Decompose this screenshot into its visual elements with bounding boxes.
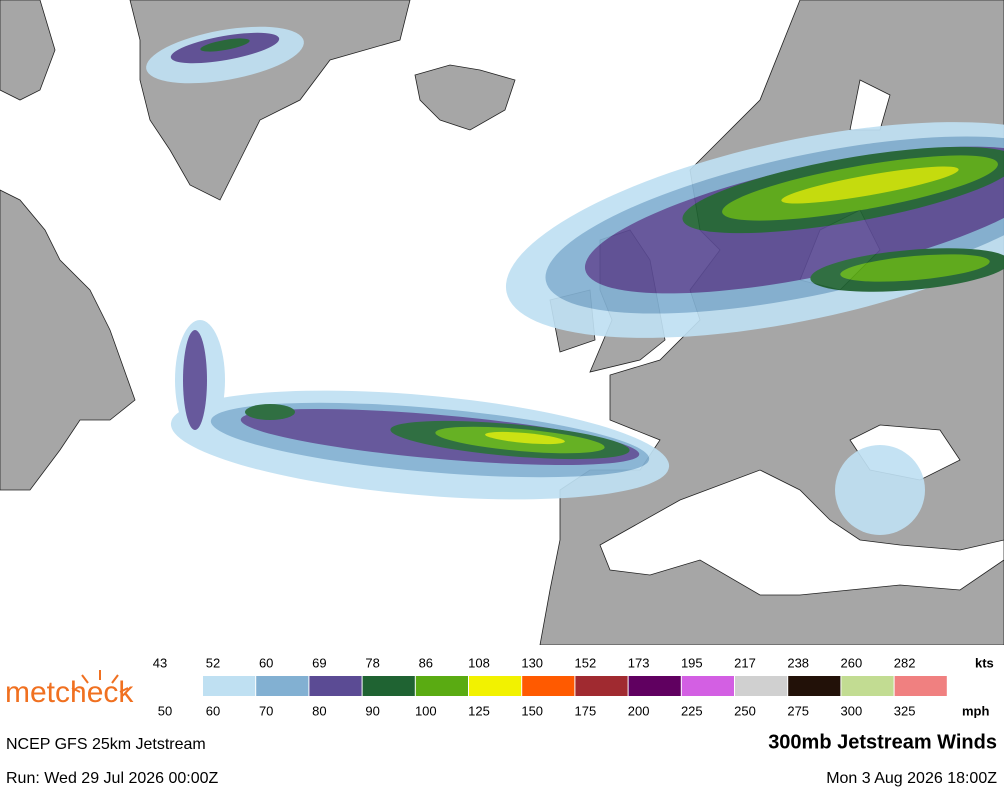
logo-text: metcheck [5, 676, 134, 709]
kts-label: 78 [365, 655, 379, 670]
kts-unit: kts [975, 655, 994, 670]
legend-swatch [362, 676, 415, 696]
legend-swatch [256, 676, 309, 696]
legend: kts mph 43 52 60 69 78 86 108 130 152 173 195 217 23… [153, 655, 994, 718]
kts-label: 130 [521, 655, 543, 670]
kts-label: 173 [628, 655, 650, 670]
valid-time: Mon 3 Aug 2026 18:00Z [826, 770, 997, 787]
legend-swatch [309, 676, 362, 696]
kts-label: 69 [312, 655, 326, 670]
kts-label: 43 [153, 655, 167, 670]
mph-label: 100 [415, 703, 437, 718]
mph-label: 300 [841, 703, 863, 718]
mph-label: 225 [681, 703, 703, 718]
legend-swatch [788, 676, 841, 696]
mph-label: 80 [312, 703, 326, 718]
kts-label: 217 [734, 655, 756, 670]
legend-swatch [841, 676, 894, 696]
logo: metcheck [5, 670, 134, 709]
kts-label: 52 [206, 655, 220, 670]
mph-label: 90 [365, 703, 379, 718]
legend-swatch [203, 676, 256, 696]
kts-label: 86 [419, 655, 433, 670]
map-title: 300mb Jetstream Winds [768, 731, 997, 753]
legend-swatch [469, 676, 522, 696]
model-name: NCEP GFS 25km Jetstream [6, 736, 206, 753]
kts-label: 260 [841, 655, 863, 670]
mph-label: 150 [521, 703, 543, 718]
legend-swatch [522, 676, 575, 696]
legend-swatch [415, 676, 468, 696]
mph-unit: mph [962, 703, 990, 718]
kts-label: 60 [259, 655, 273, 670]
mph-label: 70 [259, 703, 273, 718]
legend-swatch [575, 676, 628, 696]
legend-swatch [894, 676, 947, 696]
mph-label: 175 [575, 703, 597, 718]
legend-swatch [681, 676, 734, 696]
kts-label: 195 [681, 655, 703, 670]
kts-label: 108 [468, 655, 490, 670]
run-time: Run: Wed 29 Jul 2026 00:00Z [6, 770, 219, 787]
jetstream-europe [146, 26, 1004, 535]
mph-label: 250 [734, 703, 756, 718]
kts-label: 238 [787, 655, 809, 670]
mph-label: 60 [206, 703, 220, 718]
kts-label: 282 [894, 655, 916, 670]
mph-label: 50 [158, 703, 172, 718]
footer-bg [0, 645, 1004, 800]
legend-swatch [735, 676, 788, 696]
logo-sun [71, 670, 129, 693]
kts-label: 152 [575, 655, 597, 670]
mph-label: 325 [894, 703, 916, 718]
mph-label: 200 [628, 703, 650, 718]
legend-swatch [628, 676, 681, 696]
jetstream-atlantic [170, 320, 670, 500]
mph-label: 125 [468, 703, 490, 718]
mph-label: 275 [787, 703, 809, 718]
